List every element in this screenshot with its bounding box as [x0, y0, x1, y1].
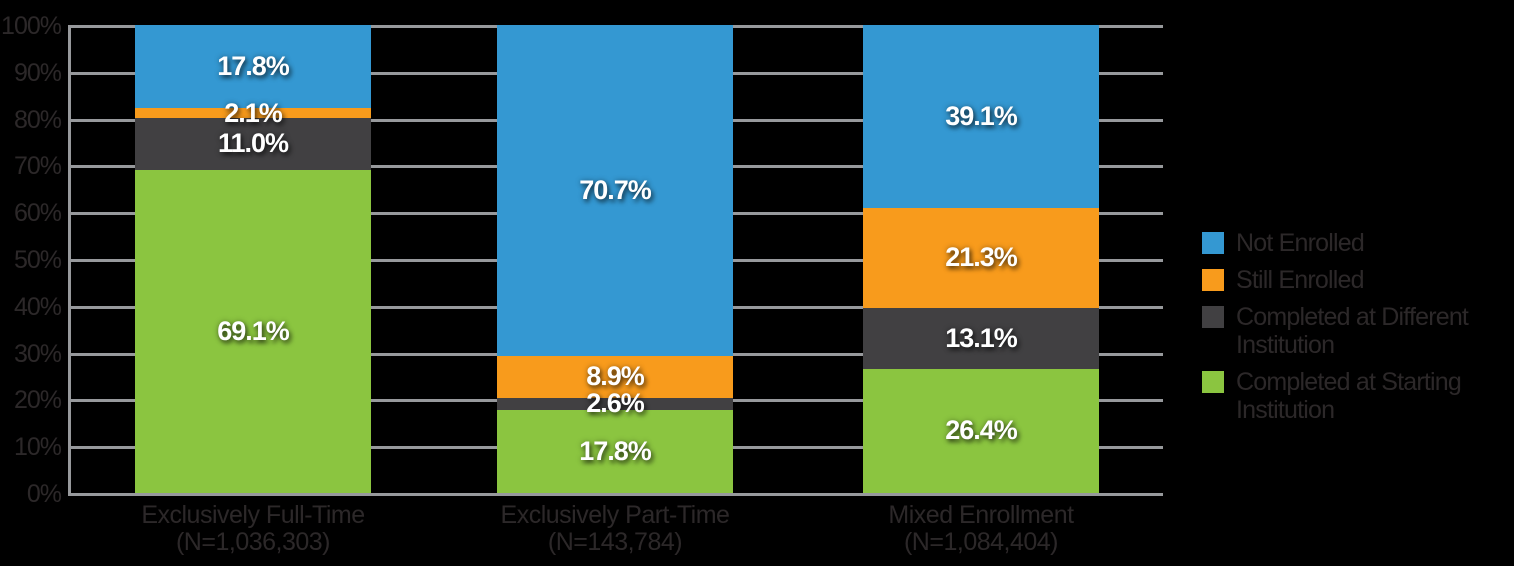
legend-swatch-completed-at-starting-institution: [1202, 371, 1224, 393]
bar-segment-completed-at-starting-institution: 26.4%: [863, 368, 1099, 493]
bar-segment-not-enrolled: 17.8%: [135, 25, 371, 109]
y-tick-label: 70%: [13, 152, 62, 181]
y-tick-label: 0%: [26, 480, 62, 508]
category-label-mixed-enrollment: Mixed Enrollment (N=1,084,404): [801, 502, 1161, 556]
bar-segment-completed-at-starting-institution: 17.8%: [497, 409, 733, 493]
category-n-count: (N=1,084,404): [903, 528, 1059, 556]
category-name: Mixed Enrollment: [888, 501, 1074, 529]
segment-value-label: 13.1%: [945, 322, 1018, 353]
legend-item-not-enrolled: Not Enrolled: [1202, 229, 1498, 257]
category-name: Exclusively Full-Time: [141, 501, 365, 529]
bar-segment-not-enrolled: 70.7%: [497, 25, 733, 356]
segment-value-label: 69.1%: [217, 315, 290, 346]
bar-segment-still-enrolled: 21.3%: [863, 207, 1099, 308]
bar-segment-completed-at-different-institution: 11.0%: [135, 118, 371, 170]
legend-item-completed-at-starting-institution: Completed at Starting Institution: [1202, 368, 1498, 424]
legend-swatch-completed-at-different-institution: [1202, 306, 1224, 328]
segment-value-label: 17.8%: [579, 435, 652, 466]
y-tick-label: 30%: [13, 339, 62, 368]
y-tick-label: 100%: [1, 12, 62, 40]
bar-segment-completed-at-different-institution: 13.1%: [863, 307, 1099, 369]
category-label-exclusively-full-time: Exclusively Full-Time (N=1,036,303): [73, 502, 433, 556]
category-name: Exclusively Part-Time: [500, 501, 730, 529]
segment-value-label: 17.8%: [217, 51, 290, 82]
bar-segment-still-enrolled: 2.1%: [135, 98, 371, 128]
bar-segment-completed-at-different-institution: 2.6%: [497, 388, 733, 418]
bar-segment-still-enrolled: 8.9%: [497, 355, 733, 398]
bar-mixed-enrollment: 39.1% 21.3% 13.1% 26.4%: [863, 25, 1099, 493]
y-tick-label: 60%: [13, 199, 62, 228]
bar-exclusively-full-time: 17.8% 2.1% 11.0% 69.1%: [135, 25, 371, 493]
legend-label: Not Enrolled: [1236, 229, 1365, 257]
segment-value-label: 70.7%: [579, 174, 652, 205]
category-n-count: (N=1,036,303): [175, 528, 331, 556]
y-tick-label: 10%: [13, 433, 62, 462]
segment-value-label: 2.6%: [586, 388, 645, 419]
gridline: [69, 493, 1163, 496]
segment-value-label: 8.9%: [586, 361, 645, 392]
legend-item-completed-at-different-institution: Completed at Different Institution: [1202, 303, 1498, 359]
legend-label: Completed at Different Institution: [1236, 303, 1469, 359]
segment-value-label: 11.0%: [217, 128, 289, 159]
bar-segment-not-enrolled: 39.1%: [863, 25, 1099, 208]
y-tick-label: 80%: [13, 105, 62, 134]
y-tick-label: 40%: [13, 292, 62, 321]
legend-label: Completed at Starting Institution: [1236, 368, 1462, 424]
legend-swatch-not-enrolled: [1202, 232, 1224, 254]
y-tick-label: 90%: [13, 58, 62, 87]
y-axis-line: [68, 25, 71, 496]
segment-value-label: 21.3%: [945, 242, 1018, 273]
legend-item-still-enrolled: Still Enrolled: [1202, 266, 1498, 294]
y-tick-label: 20%: [13, 386, 62, 415]
segment-value-label: 26.4%: [945, 415, 1018, 446]
segment-value-label: 39.1%: [945, 100, 1018, 131]
bar-exclusively-part-time: 70.7% 8.9% 2.6% 17.8%: [497, 25, 733, 493]
category-n-count: (N=143,784): [547, 528, 683, 556]
legend-label: Still Enrolled: [1236, 266, 1365, 294]
bar-segment-completed-at-starting-institution: 69.1%: [135, 169, 371, 493]
legend: Not Enrolled Still Enrolled Completed at D…: [1202, 229, 1498, 424]
category-label-exclusively-part-time: Exclusively Part-Time (N=143,784): [435, 502, 795, 556]
segment-value-label: 2.1%: [224, 97, 283, 128]
legend-swatch-still-enrolled: [1202, 269, 1224, 291]
y-tick-label: 50%: [13, 246, 62, 274]
